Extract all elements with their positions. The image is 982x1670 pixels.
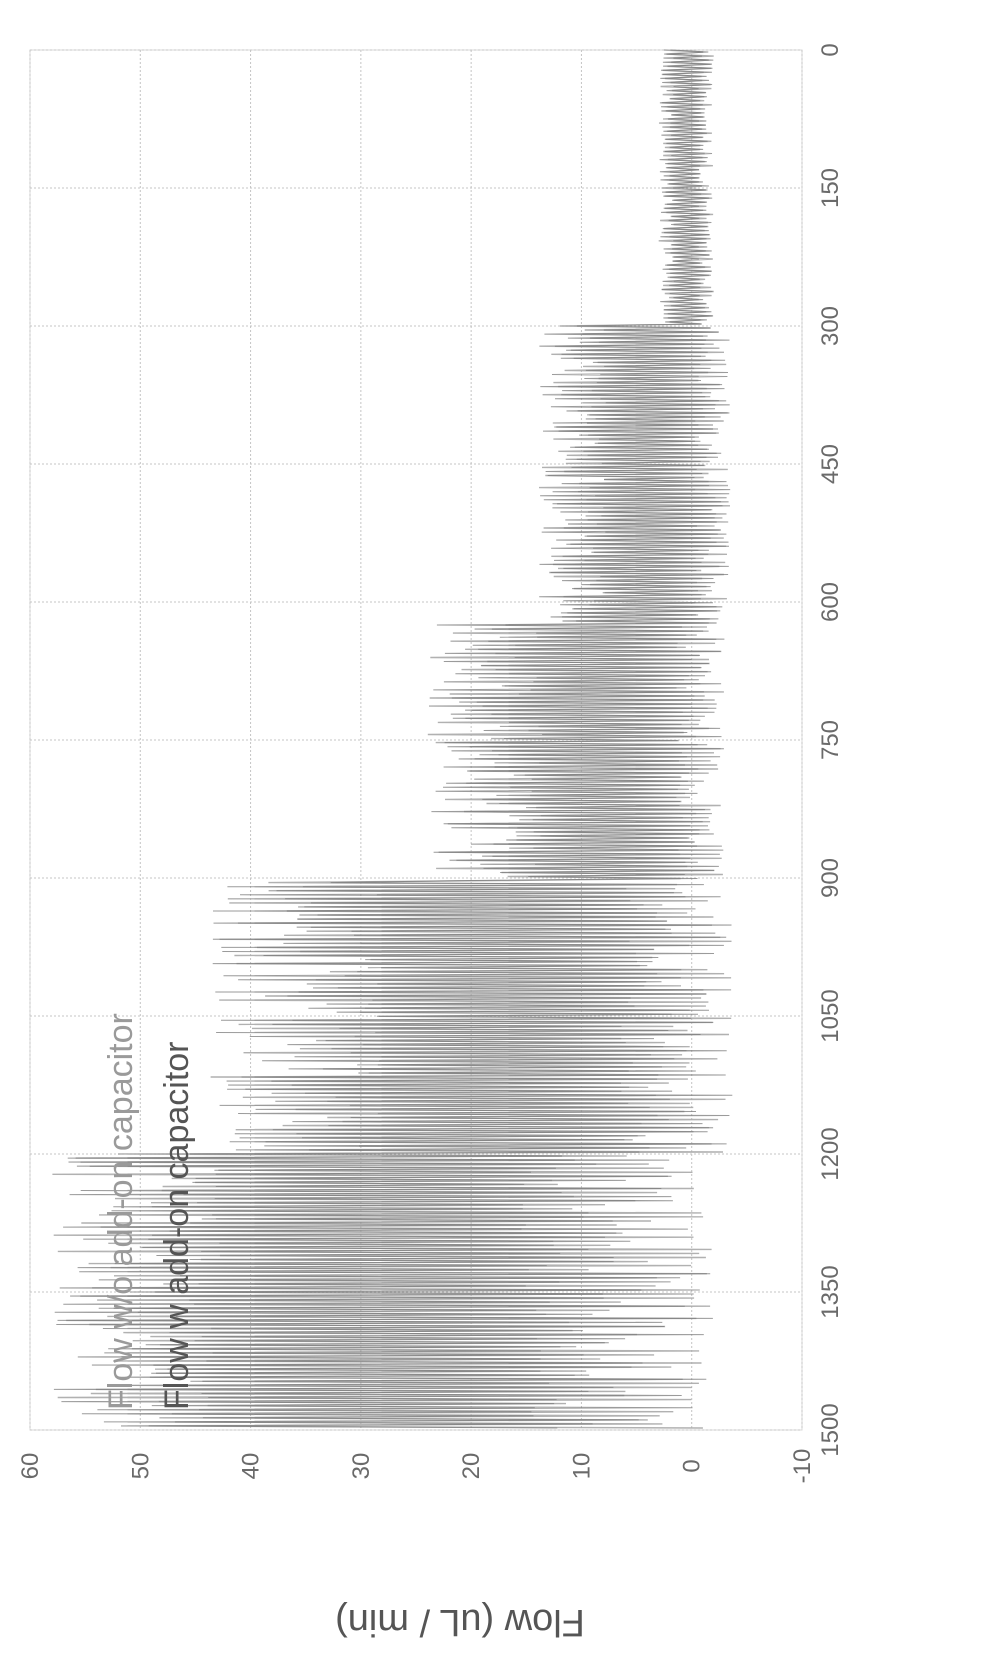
x-tick-label-8: 1200 [817, 1127, 844, 1180]
x-tick-label-9: 1350 [817, 1265, 844, 1318]
legend-entry-without-capacitor: Flow w/o add-on capacitor [102, 1013, 140, 1410]
y-tick-label-7: 60 [17, 1453, 44, 1480]
series-layer [52, 49, 733, 1429]
y-tick-label-3: 20 [458, 1453, 485, 1480]
series-line-1 [53, 49, 733, 1429]
x-tick-labels: 0 150 300 450 600 750 900 1050 1200 1350 1500 [817, 43, 844, 1456]
y-tick-label-5: 40 [238, 1453, 265, 1480]
x-tick-label-4: 600 [817, 582, 844, 622]
y-tick-label-4: 30 [348, 1453, 375, 1480]
x-tick-label-6: 900 [817, 858, 844, 898]
y-tick-label-0: -10 [789, 1449, 816, 1484]
y-tick-label-2: 10 [568, 1453, 595, 1480]
x-tick-label-0: 0 [817, 43, 844, 56]
x-tick-label-5: 750 [817, 720, 844, 760]
series-1 [53, 49, 733, 1429]
y-tick-label-6: 50 [127, 1453, 154, 1480]
x-tick-label-2: 300 [817, 306, 844, 346]
y-tick-labels: -10 0 10 20 30 40 50 60 [17, 1449, 816, 1484]
legend-entry-with-capacitor: Flow w add-on capacitor [158, 1041, 196, 1410]
x-tick-label-3: 450 [817, 444, 844, 484]
x-tick-label-1: 150 [817, 168, 844, 208]
legend: Flow w/o add-on capacitor Flow w add-on … [102, 1013, 196, 1410]
x-tick-label-7: 1050 [817, 989, 844, 1042]
y-axis-title: Flow (uL / min) [335, 1601, 585, 1643]
x-tick-label-10: 1500 [817, 1403, 844, 1456]
y-tick-label-1: 0 [679, 1459, 706, 1472]
